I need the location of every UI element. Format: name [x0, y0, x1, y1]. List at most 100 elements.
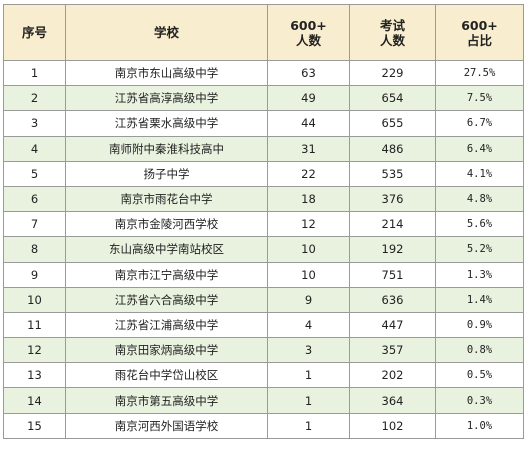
cell-exam-count: 535	[349, 160, 436, 187]
cell-600-ratio: 0.5%	[435, 362, 524, 389]
cell-school: 东山高级中学南站校区	[65, 236, 268, 263]
cell-school: 南京市江宁高级中学	[65, 261, 268, 288]
cell-seq: 14	[3, 387, 66, 414]
cell-600-ratio: 0.8%	[435, 337, 524, 364]
cell-600-ratio: 1.0%	[435, 412, 524, 439]
table-row: 1 南京市东山高级中学 63 229 27.5%	[3, 59, 524, 87]
cell-school: 扬子中学	[65, 160, 268, 187]
cell-seq: 15	[3, 412, 66, 439]
cell-600-count: 3	[267, 337, 350, 364]
cell-seq: 9	[3, 261, 66, 288]
cell-exam-count: 447	[349, 311, 436, 339]
cell-600-ratio: 1.4%	[435, 286, 524, 313]
table-row: 10 江苏省六合高级中学 9 636 1.4%	[3, 286, 524, 313]
cell-seq: 6	[3, 185, 66, 213]
cell-600-count: 31	[267, 135, 350, 162]
table-row: 8 东山高级中学南站校区 10 192 5.2%	[3, 236, 524, 263]
cell-600-ratio: 4.8%	[435, 185, 524, 213]
cell-school: 江苏省高淳高级中学	[65, 85, 268, 112]
cell-600-ratio: 4.1%	[435, 160, 524, 187]
cell-school: 南京市东山高级中学	[65, 59, 268, 87]
cell-600-count: 1	[267, 387, 350, 414]
cell-school: 江苏省六合高级中学	[65, 286, 268, 313]
header-seq: 序号	[3, 4, 66, 61]
cell-600-count: 1	[267, 362, 350, 389]
cell-seq: 7	[3, 211, 66, 238]
cell-600-ratio: 6.4%	[435, 135, 524, 162]
cell-600-count: 49	[267, 85, 350, 112]
header-600-count: 600+ 人数	[267, 4, 350, 61]
cell-exam-count: 636	[349, 286, 436, 313]
header-600-ratio: 600+ 占比	[435, 4, 524, 61]
cell-600-count: 1	[267, 412, 350, 439]
cell-school: 南京河西外国语学校	[65, 412, 268, 439]
cell-seq: 12	[3, 337, 66, 364]
table-row: 12 南京田家炳高级中学 3 357 0.8%	[3, 337, 524, 364]
cell-exam-count: 192	[349, 236, 436, 263]
cell-600-count: 12	[267, 211, 350, 238]
cell-600-count: 9	[267, 286, 350, 313]
school-ranking-table: 序号 学校 600+ 人数 考试 人数 600+ 占比 1 南京市东山高级中学 63…	[3, 4, 524, 439]
cell-600-ratio: 5.6%	[435, 211, 524, 238]
cell-exam-count: 202	[349, 362, 436, 389]
cell-exam-count: 486	[349, 135, 436, 162]
cell-600-ratio: 5.2%	[435, 236, 524, 263]
cell-seq: 2	[3, 85, 66, 112]
cell-seq: 4	[3, 135, 66, 162]
table-row: 4 南师附中秦淮科技高中 31 486 6.4%	[3, 135, 524, 162]
cell-exam-count: 229	[349, 59, 436, 87]
cell-school: 南京市第五高级中学	[65, 387, 268, 414]
header-school: 学校	[65, 4, 268, 61]
table-row: 5 扬子中学 22 535 4.1%	[3, 160, 524, 187]
cell-exam-count: 357	[349, 337, 436, 364]
cell-seq: 1	[3, 59, 66, 87]
table-row: 2 江苏省高淳高级中学 49 654 7.5%	[3, 85, 524, 112]
cell-seq: 10	[3, 286, 66, 313]
cell-school: 南京市雨花台中学	[65, 185, 268, 213]
cell-exam-count: 102	[349, 412, 436, 439]
table-row: 9 南京市江宁高级中学 10 751 1.3%	[3, 261, 524, 288]
table-row: 15 南京河西外国语学校 1 102 1.0%	[3, 412, 524, 439]
cell-seq: 11	[3, 311, 66, 339]
table-row: 14 南京市第五高级中学 1 364 0.3%	[3, 387, 524, 414]
table-header: 序号 学校 600+ 人数 考试 人数 600+ 占比	[3, 4, 524, 61]
cell-600-ratio: 0.9%	[435, 311, 524, 339]
cell-exam-count: 654	[349, 85, 436, 112]
cell-600-count: 63	[267, 59, 350, 87]
cell-exam-count: 751	[349, 261, 436, 288]
cell-seq: 3	[3, 110, 66, 137]
cell-school: 雨花台中学岱山校区	[65, 362, 268, 389]
cell-school: 江苏省栗水高级中学	[65, 110, 268, 137]
cell-exam-count: 376	[349, 185, 436, 213]
cell-600-count: 4	[267, 311, 350, 339]
table-row: 13 雨花台中学岱山校区 1 202 0.5%	[3, 362, 524, 389]
cell-school: 南师附中秦淮科技高中	[65, 135, 268, 162]
cell-seq: 8	[3, 236, 66, 263]
cell-exam-count: 655	[349, 110, 436, 137]
cell-600-ratio: 0.3%	[435, 387, 524, 414]
cell-school: 南京田家炳高级中学	[65, 337, 268, 364]
cell-600-ratio: 7.5%	[435, 85, 524, 112]
cell-seq: 13	[3, 362, 66, 389]
cell-school: 南京市金陵河西学校	[65, 211, 268, 238]
table-row: 7 南京市金陵河西学校 12 214 5.6%	[3, 211, 524, 238]
cell-600-count: 18	[267, 185, 350, 213]
cell-600-count: 10	[267, 261, 350, 288]
cell-600-count: 10	[267, 236, 350, 263]
cell-600-ratio: 27.5%	[435, 59, 524, 87]
table-row: 6 南京市雨花台中学 18 376 4.8%	[3, 185, 524, 213]
cell-600-ratio: 6.7%	[435, 110, 524, 137]
cell-600-count: 22	[267, 160, 350, 187]
cell-exam-count: 214	[349, 211, 436, 238]
cell-exam-count: 364	[349, 387, 436, 414]
table-body: 1 南京市东山高级中学 63 229 27.5% 2 江苏省高淳高级中学 49 654 7.5% 3…	[3, 59, 524, 439]
header-exam-count: 考试 人数	[349, 4, 436, 61]
cell-600-count: 44	[267, 110, 350, 137]
cell-600-ratio: 1.3%	[435, 261, 524, 288]
header-row: 序号 学校 600+ 人数 考试 人数 600+ 占比	[3, 4, 524, 61]
cell-school: 江苏省江浦高级中学	[65, 311, 268, 339]
table-row: 11 江苏省江浦高级中学 4 447 0.9%	[3, 311, 524, 339]
cell-seq: 5	[3, 160, 66, 187]
table-row: 3 江苏省栗水高级中学 44 655 6.7%	[3, 110, 524, 137]
